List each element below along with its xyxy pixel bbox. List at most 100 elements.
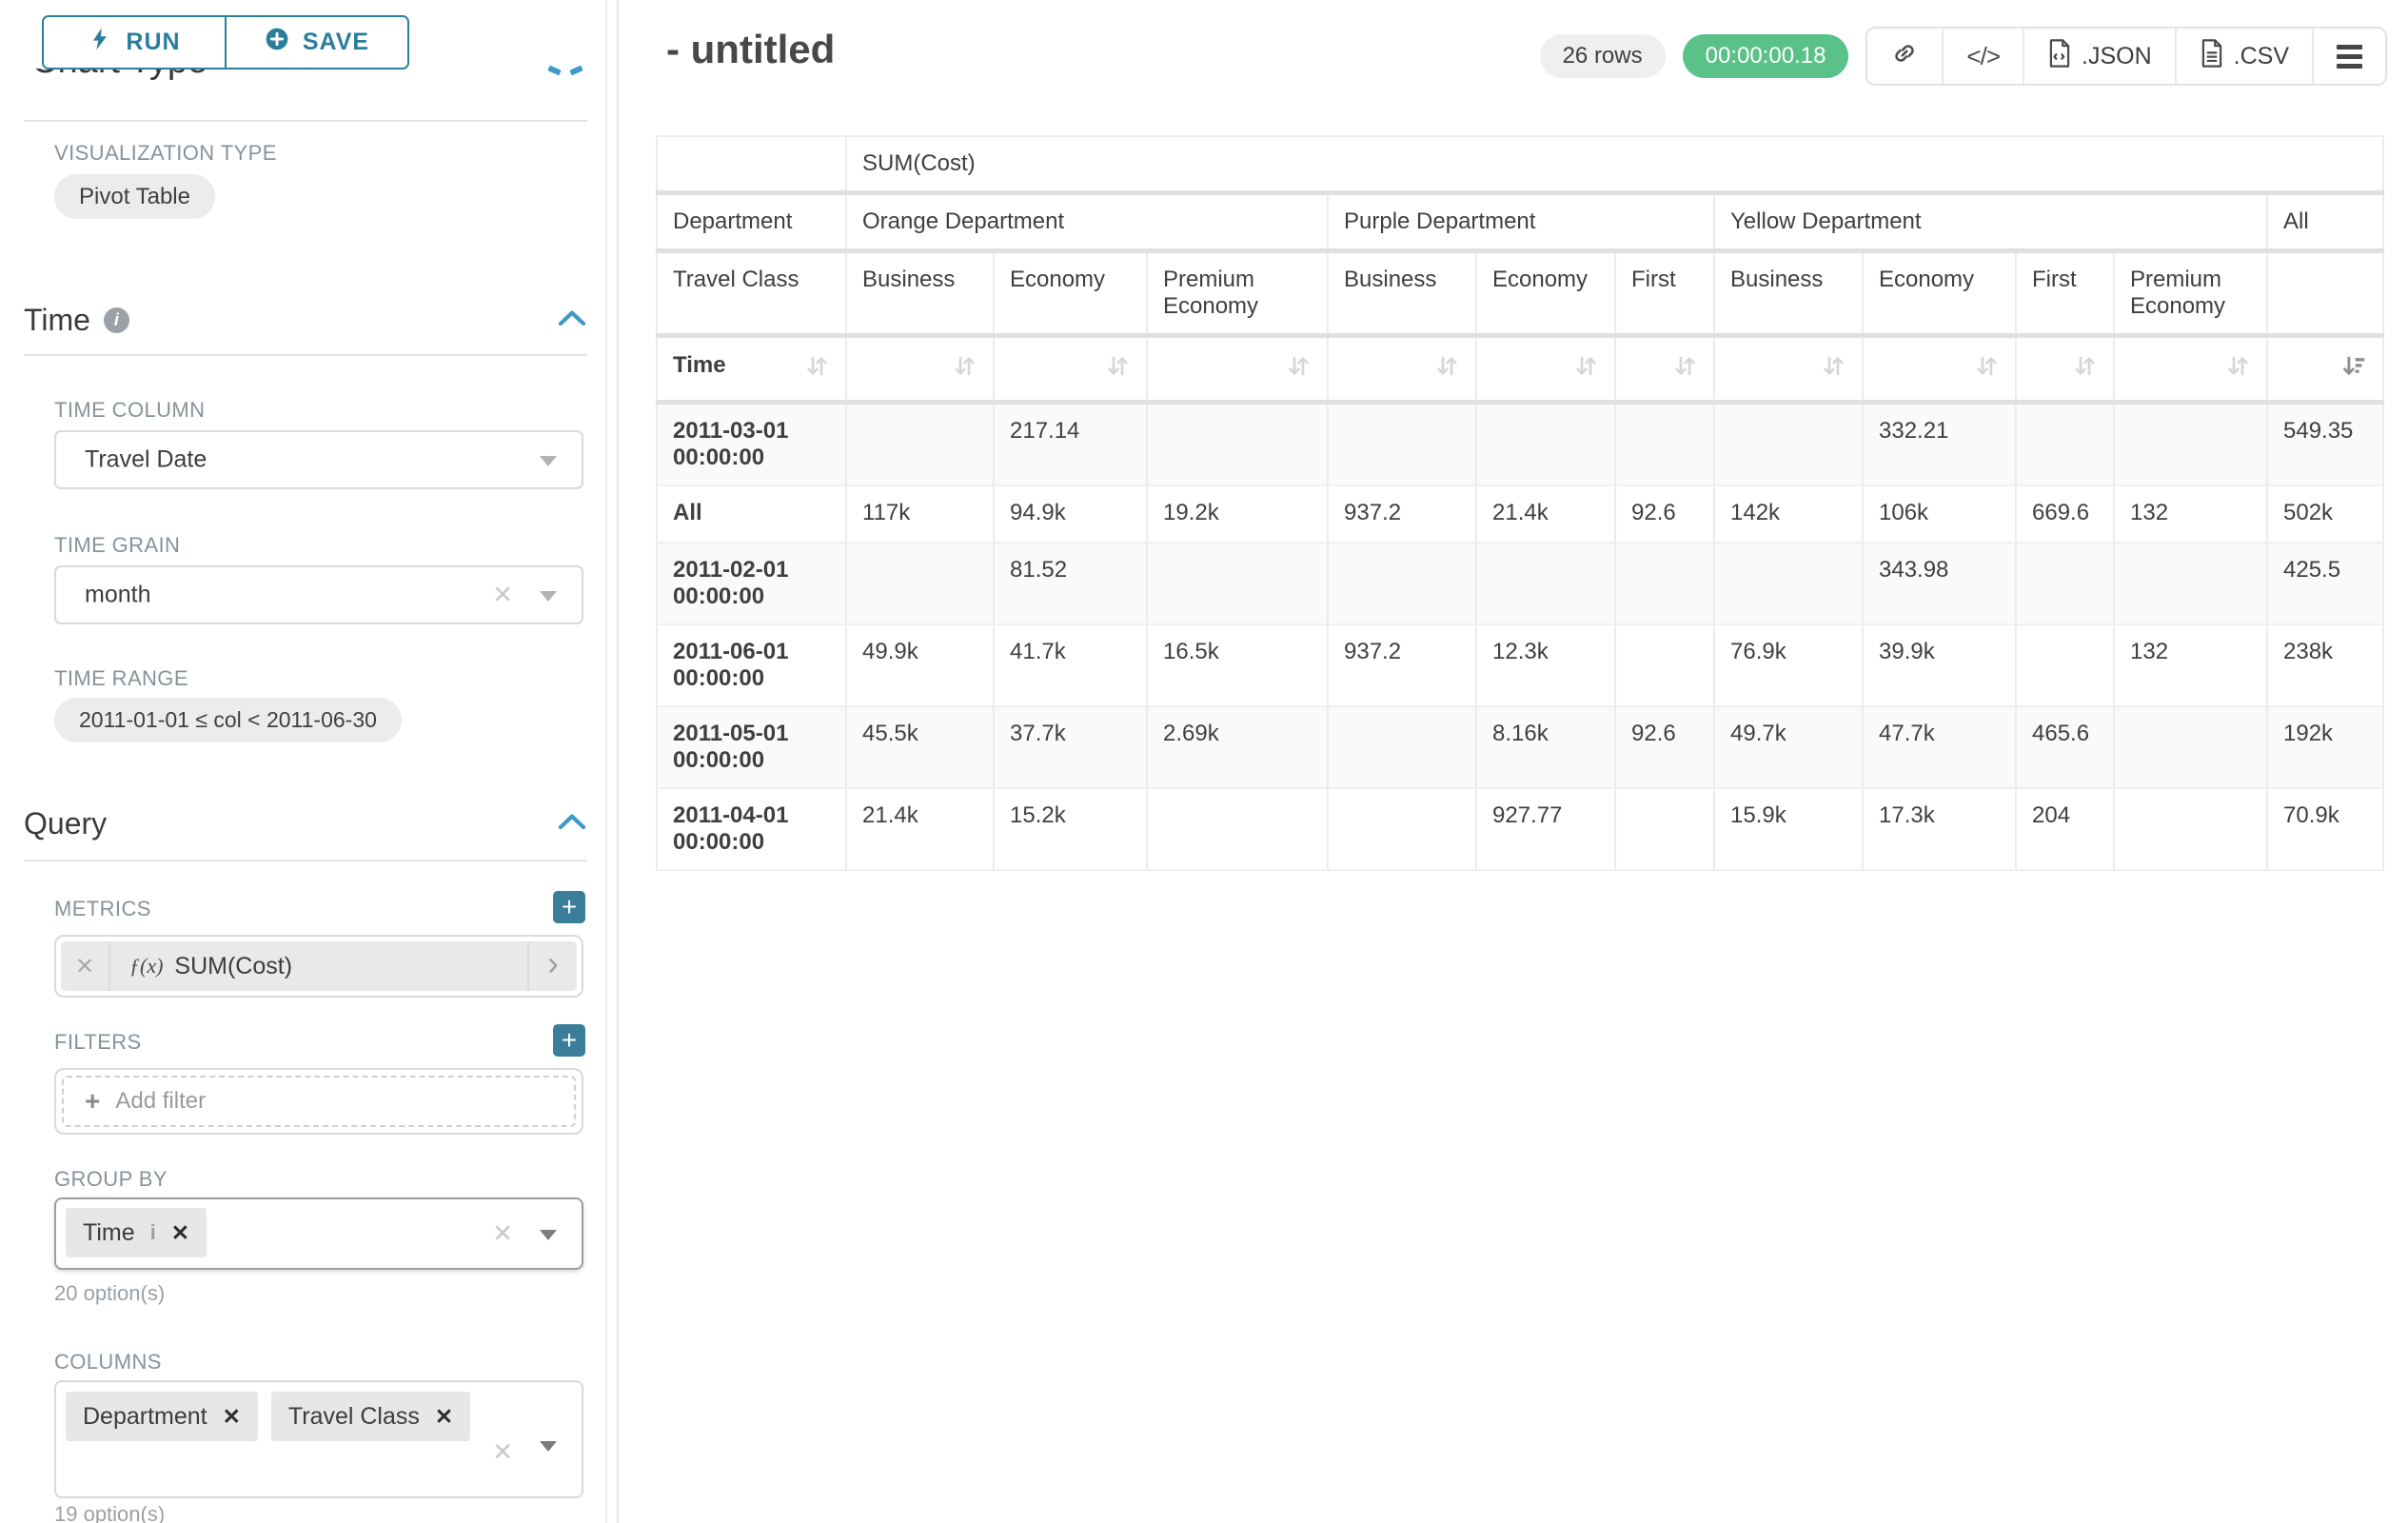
pivot-value-cell [1714, 543, 1863, 624]
save-button[interactable]: SAVE [227, 17, 407, 68]
pivot-table: SUM(Cost)DepartmentOrange DepartmentPurp… [656, 135, 2384, 871]
run-button[interactable]: RUN [44, 17, 227, 68]
sort-updown-icon[interactable] [1974, 353, 2000, 379]
pivot-row-label: 2011-04-01 00:00:00 [657, 788, 846, 870]
pivot-sub-dimension-label: Travel Class [657, 251, 846, 336]
sort-updown-icon[interactable] [1434, 353, 1460, 379]
pivot-sort-header [1328, 336, 1476, 403]
add-filter-plus-button[interactable]: + [553, 1024, 585, 1057]
group-by-label: GROUP BY [54, 1167, 168, 1192]
add-filter-button[interactable]: + Add filter [62, 1076, 576, 1127]
pivot-group-header: Orange Department [846, 193, 1328, 251]
pivot-data-row: 2011-04-01 00:00:0021.4k15.2k927.7715.9k… [657, 788, 2383, 870]
remove-metric-icon[interactable]: ✕ [61, 941, 110, 991]
pivot-sort-header [1615, 336, 1714, 403]
sort-updown-icon[interactable] [2225, 353, 2251, 379]
sort-updown-icon[interactable] [1105, 353, 1131, 379]
group-by-select[interactable]: Time i ✕ ✕ [54, 1197, 583, 1270]
share-link-button[interactable] [1867, 29, 1942, 84]
group-by-tag: Time i ✕ [66, 1208, 207, 1257]
pivot-row-dimension-label: Time [657, 336, 846, 403]
pivot-value-cell: 425.5 [2267, 543, 2383, 624]
sort-updown-icon[interactable] [1286, 353, 1312, 379]
pivot-sort-header [2114, 336, 2267, 403]
remove-tag-icon[interactable]: ✕ [171, 1220, 189, 1246]
sort-descending-icon[interactable] [2341, 353, 2367, 379]
hamburger-icon [2337, 45, 2362, 69]
export-csv-label: .CSV [2234, 43, 2289, 70]
pivot-metric-header: SUM(Cost) [846, 136, 2383, 193]
pivot-row-label: All [657, 485, 846, 543]
pivot-corner-cell [657, 136, 846, 193]
time-column-label: TIME COLUMN [54, 398, 205, 423]
pivot-value-cell: 132 [2114, 624, 2267, 706]
pivot-value-cell [1328, 543, 1476, 624]
column-info-icon[interactable]: i [150, 1220, 156, 1245]
chevron-right-icon[interactable]: › [527, 941, 577, 991]
pivot-value-cell [1714, 403, 1863, 486]
metric-item[interactable]: ƒ(x) SUM(Cost) [110, 941, 527, 991]
pivot-value-cell [2016, 403, 2114, 486]
chevron-down-icon[interactable] [540, 1441, 557, 1452]
chevron-down-icon[interactable] [540, 1230, 557, 1240]
menu-button[interactable] [2312, 29, 2385, 84]
chart-title[interactable]: - untitled [666, 27, 835, 72]
info-icon[interactable]: i [104, 307, 129, 333]
pivot-data-row: 2011-05-01 00:00:0045.5k37.7k2.69k8.16k9… [657, 706, 2383, 788]
export-csv-button[interactable]: .CSV [2175, 29, 2312, 84]
pivot-sort-header [1714, 336, 1863, 403]
pivot-value-cell: 49.7k [1714, 706, 1863, 788]
sort-updown-icon[interactable] [1573, 353, 1599, 379]
sort-updown-icon[interactable] [952, 353, 977, 379]
pivot-subcol-header: Economy [1863, 251, 2016, 336]
tag-label: Department [83, 1403, 207, 1431]
pivot-table-container: SUM(Cost)DepartmentOrange DepartmentPurp… [656, 135, 2384, 871]
viz-type-pill[interactable]: Pivot Table [54, 174, 215, 219]
chevron-up-icon[interactable] [557, 307, 587, 333]
pivot-value-cell: 92.6 [1615, 485, 1714, 543]
pivot-subcol-header: Business [1714, 251, 1863, 336]
clear-icon[interactable]: ✕ [492, 1219, 513, 1249]
time-range-label: TIME RANGE [54, 666, 188, 691]
pivot-row-label: 2011-05-01 00:00:00 [657, 706, 846, 788]
metric-pill: ✕ ƒ(x) SUM(Cost) › [61, 941, 577, 991]
filters-container: + Add filter [54, 1068, 583, 1135]
pivot-value-cell: 332.21 [1863, 403, 2016, 486]
columns-tag: Travel Class ✕ [271, 1392, 470, 1441]
time-range-pill[interactable]: 2011-01-01 ≤ col < 2011-06-30 [54, 698, 402, 742]
pivot-subcol-header: First [1615, 251, 1714, 336]
sort-updown-icon[interactable] [1821, 353, 1846, 379]
remove-tag-icon[interactable]: ✕ [435, 1404, 453, 1430]
chart-panel: - untitled 26 rows 00:00:00.18 </> .JSON… [619, 0, 2408, 1523]
pivot-subcol-header [2267, 251, 2383, 336]
pivot-value-cell [1328, 788, 1476, 870]
pivot-subcol-header: Economy [1476, 251, 1615, 336]
pivot-value-cell: 117k [846, 485, 994, 543]
query-section-header: Query [24, 806, 587, 841]
pivot-value-cell: 937.2 [1328, 624, 1476, 706]
sort-updown-icon[interactable] [2072, 353, 2098, 379]
pivot-value-cell [1615, 543, 1714, 624]
pivot-value-cell: 49.9k [846, 624, 994, 706]
pivot-value-cell: 502k [2267, 485, 2383, 543]
sort-updown-icon[interactable] [804, 353, 830, 379]
clear-icon[interactable]: ✕ [492, 581, 513, 610]
chevron-down-icon [540, 456, 557, 466]
chevron-up-icon[interactable] [557, 811, 587, 837]
export-json-button[interactable]: .JSON [2023, 29, 2175, 84]
embed-code-button[interactable]: </> [1942, 29, 2023, 84]
pivot-value-cell [2114, 543, 2267, 624]
add-metric-button[interactable]: + [553, 891, 585, 923]
sort-updown-icon[interactable] [1672, 353, 1698, 379]
pivot-sort-header [1476, 336, 1615, 403]
columns-select[interactable]: Department ✕ Travel Class ✕ ✕ [54, 1380, 583, 1498]
time-column-select[interactable]: Travel Date [54, 430, 583, 489]
time-grain-select[interactable]: month ✕ [54, 565, 583, 624]
viz-type-label: VISUALIZATION TYPE [54, 141, 277, 166]
sidebar-scrollbar[interactable] [605, 0, 607, 1523]
remove-tag-icon[interactable]: ✕ [223, 1404, 241, 1430]
pivot-value-cell: 45.5k [846, 706, 994, 788]
pivot-value-cell: 142k [1714, 485, 1863, 543]
pivot-value-cell: 238k [2267, 624, 2383, 706]
clear-icon[interactable]: ✕ [492, 1437, 513, 1467]
